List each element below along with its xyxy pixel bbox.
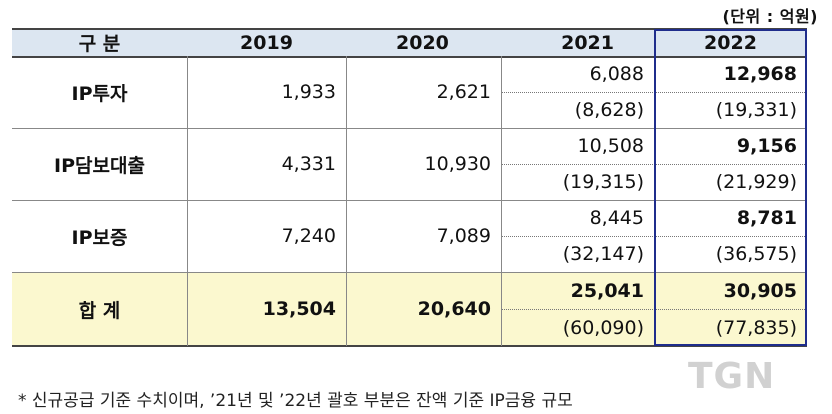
cell-ip-guarantee-2022: 8,781 <box>736 207 797 229</box>
column-divider <box>187 56 188 346</box>
column-divider <box>346 56 347 346</box>
cell-ip-guarantee-2021: 8,445 <box>589 207 644 229</box>
header-year-2022: 2022 <box>654 29 807 56</box>
cell-ip-secured-loan-2022-balance: (21,929) <box>715 171 797 193</box>
cell-ip-secured-loan-2019: 4,331 <box>281 153 336 175</box>
cell-total-2022: 30,905 <box>654 272 807 309</box>
cell-ip-guarantee-2019: 7,240 <box>281 225 336 247</box>
row-label-ip-investment: IP투자 <box>71 82 128 105</box>
row-divider <box>12 128 807 129</box>
header-category: 구 분 <box>12 29 187 56</box>
cell-total-2022-balance: (77,835) <box>654 309 807 346</box>
cell-ip-investment-2021: 6,088 <box>589 63 644 85</box>
sub-row-divider <box>501 309 807 310</box>
watermark-logo: TGN <box>688 356 776 397</box>
cell-ip-investment-2022: 12,968 <box>723 63 797 85</box>
header-year-2021: 2021 <box>501 29 654 56</box>
cell-ip-guarantee-2022-balance: (36,575) <box>715 243 797 265</box>
row-label-ip-secured-loan: IP담보대출 <box>54 154 145 177</box>
cell-ip-secured-loan-2022: 9,156 <box>736 135 797 157</box>
sub-row-divider <box>501 236 807 237</box>
header-year-2020: 2020 <box>346 29 501 56</box>
cell-ip-investment-2022-balance: (19,331) <box>715 99 797 121</box>
cell-ip-investment-2021-balance: (8,628) <box>574 99 644 121</box>
header-bottom-border <box>12 56 807 58</box>
cell-ip-secured-loan-2021: 10,508 <box>577 135 644 157</box>
row-label-total: 합 계 <box>12 272 187 346</box>
cell-ip-investment-2019: 1,933 <box>281 81 336 103</box>
unit-label: (단위 : 억원) <box>722 7 818 26</box>
table-top-border <box>12 28 807 30</box>
data-table: 구 분 2019 2020 2021 2022 IP투자 1,933 2,621… <box>12 27 807 347</box>
footnote: * 신규공급 기준 수치이며, ’21년 및 ’22년 괄호 부분은 잔액 기준… <box>18 391 573 411</box>
cell-ip-secured-loan-2020: 10,930 <box>424 153 491 175</box>
cell-ip-guarantee-2021-balance: (32,147) <box>562 243 644 265</box>
cell-total-2021: 25,041 <box>501 272 654 309</box>
row-divider <box>12 200 807 201</box>
cell-ip-investment-2020: 2,621 <box>436 81 491 103</box>
sub-row-divider <box>501 92 807 93</box>
sub-row-divider <box>501 164 807 165</box>
cell-ip-secured-loan-2021-balance: (19,315) <box>562 171 644 193</box>
column-divider <box>501 56 502 346</box>
header-year-2019: 2019 <box>187 29 346 56</box>
table-bottom-border <box>12 345 807 347</box>
cell-ip-guarantee-2020: 7,089 <box>436 225 491 247</box>
cell-total-2020: 20,640 <box>346 272 501 346</box>
cell-total-2021-balance: (60,090) <box>501 309 654 346</box>
row-label-ip-guarantee: IP보증 <box>71 226 128 249</box>
row-divider <box>12 272 807 273</box>
cell-total-2019: 13,504 <box>187 272 346 346</box>
